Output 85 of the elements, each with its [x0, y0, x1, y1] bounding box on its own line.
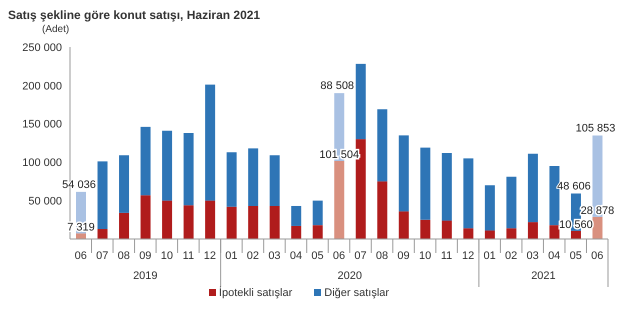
bar: [140, 126, 151, 196]
bar: [377, 181, 388, 239]
x-tick-label: 12: [462, 250, 474, 262]
bar: [119, 155, 130, 213]
bar: [205, 200, 216, 239]
text: 2019: [133, 270, 158, 282]
bar: [420, 148, 430, 220]
data-label: 54 036: [62, 178, 96, 191]
bar: [463, 158, 474, 228]
bar: [528, 154, 538, 222]
x-tick-label: 10: [160, 250, 173, 262]
bar: [140, 195, 151, 239]
y-tick-label: 50 000: [28, 196, 62, 208]
x-tick-label: 07: [96, 250, 108, 262]
bar: [334, 161, 344, 239]
bar: [184, 205, 194, 239]
bar: [248, 148, 258, 206]
data-label: 7 319: [67, 221, 95, 234]
bar: [484, 230, 495, 239]
data-label: 88 508: [320, 80, 354, 92]
bar: [205, 84, 216, 201]
bar: [442, 220, 452, 239]
bar: [162, 200, 172, 239]
bar: [528, 222, 538, 239]
bar: [98, 161, 108, 230]
chart-title: Satış şekline göre konut satışı, Haziran 2021: [8, 8, 262, 22]
x-tick-label: 06: [332, 250, 346, 262]
x-tick-label: 07: [354, 250, 367, 262]
bar: [398, 211, 409, 239]
bar: [248, 206, 258, 239]
bar: [270, 155, 280, 206]
text: 2020: [338, 270, 362, 282]
bar: [484, 185, 495, 231]
x-tick-label: 05: [311, 250, 324, 262]
x-tick-label: 02: [246, 250, 260, 262]
y-tick-label: 150 000: [22, 118, 62, 131]
bar: [442, 152, 452, 221]
bar: [356, 64, 366, 140]
bar: [226, 206, 237, 239]
bar: [377, 109, 388, 182]
bar: [506, 228, 516, 239]
text: 2021: [531, 270, 556, 282]
bar: [98, 229, 108, 239]
x-tick-label: 04: [548, 250, 560, 262]
bar: [592, 216, 602, 239]
x-tick-label: 02: [505, 250, 518, 262]
bar: [420, 220, 430, 239]
bar: [312, 225, 323, 239]
x-tick-label: 11: [440, 250, 452, 262]
x-tick-label: 09: [397, 250, 410, 262]
x-tick-label: 06: [591, 250, 604, 262]
legend-label: Diğer satışlar: [323, 287, 390, 299]
x-tick-label: 06: [74, 250, 87, 262]
x-tick-label: 11: [182, 250, 194, 262]
data-label: 28 878: [580, 204, 614, 217]
legend-label: İpotekli satışlar: [218, 287, 292, 299]
bar: [398, 135, 409, 212]
x-tick-label: 01: [484, 250, 496, 262]
bar: [291, 206, 302, 226]
y-tick-label: 250 000: [22, 42, 62, 54]
bar: [506, 176, 516, 228]
bar: [463, 228, 474, 239]
x-tick-label: 10: [418, 250, 432, 262]
x-tick-label: 03: [268, 250, 281, 262]
bar: [570, 230, 581, 239]
x-tick-label: 08: [118, 250, 130, 262]
bar: [226, 152, 237, 207]
bar: [270, 206, 280, 239]
y-tick-label: 100 000: [22, 157, 62, 170]
y-axis-title: (Adet): [42, 24, 70, 35]
bar: [312, 200, 323, 226]
bar: [549, 225, 560, 239]
bar: [119, 212, 130, 239]
data-label: 105 853: [576, 122, 616, 135]
x-tick-label: 03: [526, 250, 539, 262]
x-tick-label: 04: [290, 250, 302, 262]
x-tick-label: 12: [204, 250, 216, 262]
x-tick-label: 09: [139, 250, 152, 262]
bar: [291, 226, 302, 239]
x-tick-label: 01: [225, 250, 238, 262]
x-tick-label: 08: [376, 250, 388, 262]
y-tick-label: 200 000: [22, 80, 62, 92]
bar: [184, 133, 194, 206]
x-tick-label: 05: [570, 250, 582, 262]
bar: [162, 130, 172, 201]
